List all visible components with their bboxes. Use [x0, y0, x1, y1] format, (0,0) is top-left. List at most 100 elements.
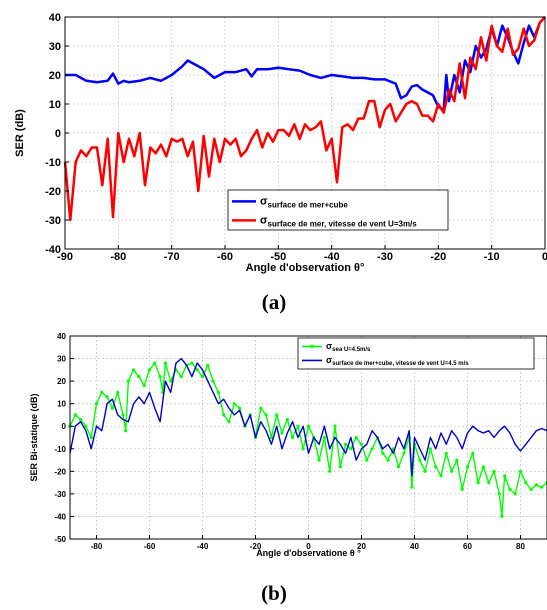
- series-point: [487, 481, 491, 485]
- x-tick-label: -70: [164, 251, 180, 263]
- series-point: [200, 375, 205, 379]
- chart-a-series: [63, 16, 546, 222]
- caption-a: (a): [262, 290, 287, 314]
- series-point: [492, 469, 496, 473]
- series-point: [79, 417, 83, 422]
- chart-b-y-axis-label: SER Bi-statique (dB): [29, 393, 39, 481]
- series-point: [301, 447, 305, 451]
- x-tick-label: 0: [306, 542, 311, 551]
- series-point: [132, 368, 136, 372]
- y-tick-label: 30: [49, 41, 61, 53]
- series-point: [291, 435, 295, 440]
- series-point: [410, 485, 414, 489]
- series-point: [455, 458, 459, 462]
- series-point: [317, 458, 321, 462]
- chart-a: -90 -80 -70 -60 -50 -40 -30 -20 -10 0 -40 -30 -20 -10…: [14, 12, 547, 274]
- legend-marker: [310, 344, 314, 349]
- series-point: [94, 402, 99, 406]
- series-point: [137, 375, 141, 379]
- x-tick-label: 60: [463, 542, 472, 551]
- chart-a-ticks: -90 -80 -70 -60 -50 -40 -30 -20 -10 0 -40 -30 -20 -10…: [45, 12, 547, 263]
- x-tick-label: -30: [377, 251, 393, 263]
- y-tick-label: 30: [57, 355, 66, 364]
- series-line-1: [63, 16, 546, 222]
- series-point: [121, 413, 125, 417]
- series-point: [206, 363, 210, 367]
- series-point: [508, 487, 512, 491]
- series-point: [423, 469, 427, 473]
- series-point: [232, 402, 236, 406]
- legend-box: [297, 337, 535, 370]
- series-point: [158, 375, 162, 379]
- series-point: [322, 435, 326, 440]
- series-point: [110, 406, 114, 410]
- series-point: [402, 451, 406, 455]
- series-point: [481, 465, 485, 469]
- y-tick-label: -10: [54, 445, 66, 454]
- series-point: [349, 447, 353, 451]
- chart-b-series: [68, 357, 547, 519]
- y-tick-label: 0: [62, 422, 67, 431]
- series-point: [540, 485, 544, 489]
- series-point: [444, 451, 448, 455]
- y-tick-label: 20: [57, 377, 66, 386]
- y-tick-label: -40: [45, 244, 61, 256]
- series-point: [529, 487, 533, 491]
- series-point: [460, 487, 464, 491]
- x-tick-label: 0: [542, 251, 547, 263]
- series-point: [418, 458, 422, 462]
- series-point: [386, 458, 390, 462]
- series-point: [227, 420, 231, 424]
- series-point: [73, 413, 77, 417]
- legend-box: [227, 189, 449, 231]
- series-point: [354, 435, 358, 440]
- y-tick-label: 20: [49, 70, 61, 82]
- x-tick-label: -60: [144, 542, 156, 551]
- series-point: [216, 390, 220, 394]
- y-tick-label: -20: [45, 186, 61, 198]
- series-point: [471, 451, 475, 455]
- series-line-1: [69, 357, 547, 477]
- legend-label-0: σsurface de mer+cube: [260, 196, 348, 210]
- series-point: [338, 465, 342, 469]
- x-tick-label: -20: [250, 542, 262, 551]
- series-point: [280, 431, 284, 435]
- x-tick-label: -20: [430, 251, 446, 263]
- y-tick-label: 40: [49, 12, 61, 24]
- y-tick-label: 10: [57, 400, 66, 409]
- x-tick-label: -10: [484, 251, 500, 263]
- series-point: [89, 435, 93, 440]
- series-point: [126, 379, 130, 383]
- series-point: [190, 361, 194, 365]
- series-point: [105, 395, 109, 399]
- y-tick-label: -40: [54, 512, 66, 521]
- series-point: [434, 465, 438, 469]
- legend-label-1: σsurface de mer, vitesse de vent U=3m/s: [260, 215, 417, 229]
- series-point: [264, 413, 268, 417]
- y-tick-label: -30: [45, 215, 61, 227]
- y-tick-label: 10: [49, 99, 61, 111]
- x-tick-label: -50: [270, 251, 286, 263]
- series-point: [275, 413, 279, 417]
- series-point: [153, 361, 157, 365]
- caption-b: (b): [261, 581, 287, 605]
- series-point: [306, 424, 311, 428]
- x-tick-label: -40: [324, 251, 340, 263]
- series-point: [365, 458, 369, 462]
- series-point: [163, 361, 167, 365]
- chart-a-x-axis-label: Angle d'observation θ°: [246, 262, 365, 274]
- y-tick-label: 0: [55, 128, 61, 140]
- series-point: [450, 469, 454, 473]
- series-point: [84, 424, 88, 428]
- series-point: [100, 390, 104, 394]
- series-point: [503, 474, 507, 478]
- series-point: [269, 435, 273, 440]
- series-point: [328, 469, 332, 473]
- series-point: [238, 406, 242, 410]
- series-point: [333, 424, 337, 428]
- series-point: [179, 375, 183, 379]
- chart-a-y-axis-label: SER (dB): [14, 109, 26, 157]
- series-point: [142, 384, 146, 388]
- legend-label-1: σsurface de mer+cube, vitesse de vent U=…: [326, 355, 469, 367]
